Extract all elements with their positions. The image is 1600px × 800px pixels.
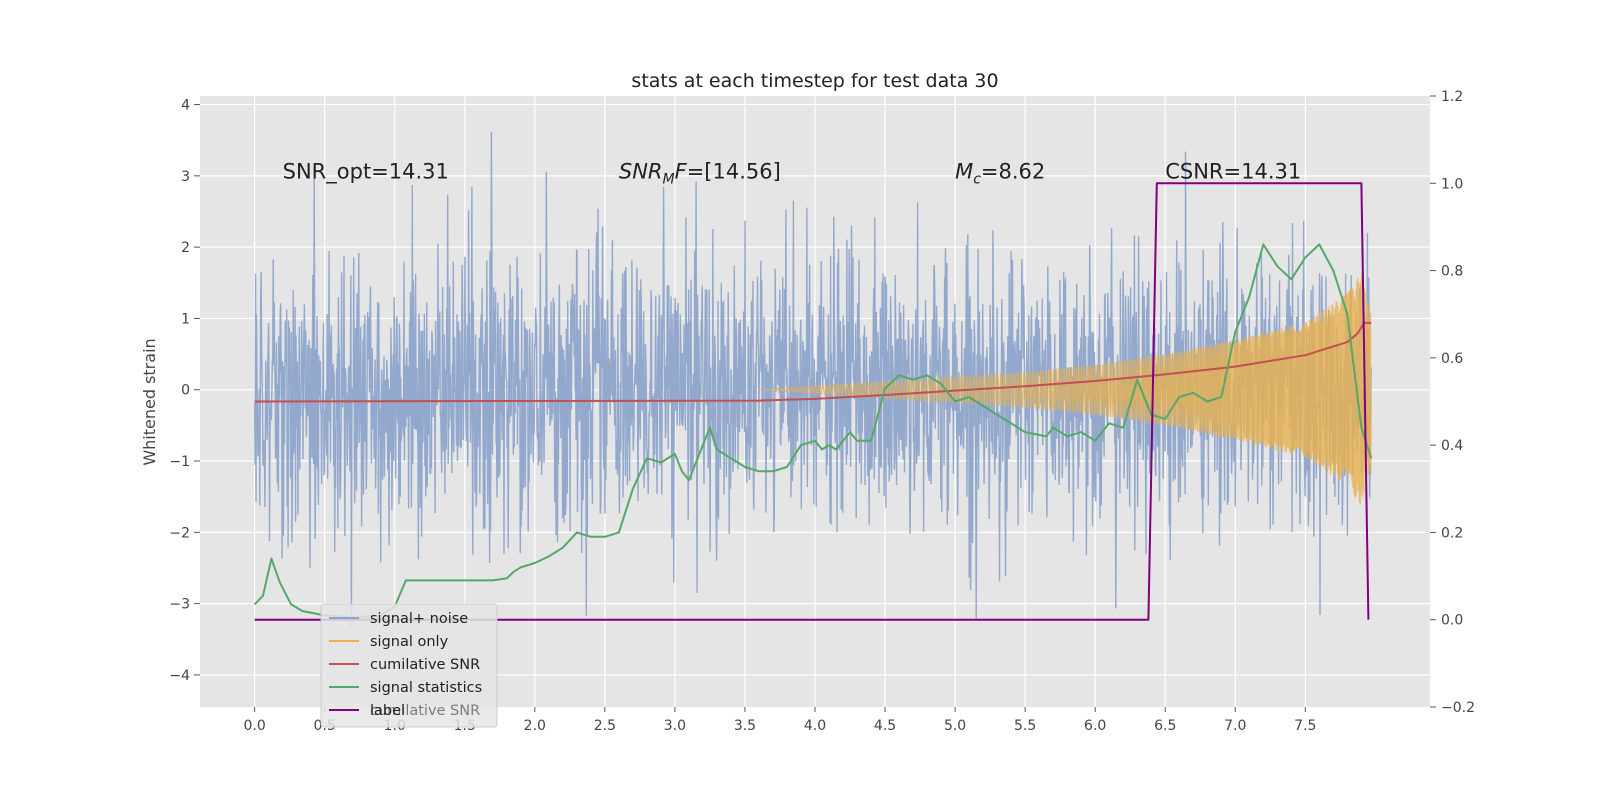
series-cumulative-snr <box>254 321 1372 403</box>
y2-tick-label: 0.6 <box>1441 351 1463 367</box>
legend: signal+ noise signal only cumilative SNR si… <box>320 603 498 728</box>
y-axis-label: Whitened strain <box>140 338 159 465</box>
x-tick-label: 4.5 <box>874 718 896 734</box>
annotation-layer: SNR_opt=14.31 SNRMF=[14.56] Mc=8.62 CSNR=14… <box>283 160 1302 188</box>
x-tick-label: 4.0 <box>804 718 826 734</box>
y-tick-label: 3 <box>181 169 190 185</box>
series-signal-statistics <box>253 243 1373 619</box>
legend-label: signal+ noise <box>370 611 468 627</box>
x-tick-label: 3.5 <box>734 718 756 734</box>
y2-tick-label: 1.0 <box>1441 176 1463 192</box>
x-tick-label: 0.0 <box>244 718 266 734</box>
legend-label: cumilative SNR <box>370 657 480 673</box>
y2-tick-label: 0.4 <box>1441 438 1463 454</box>
y-tick-label: 1 <box>181 311 190 327</box>
legend-overlap-label: cumilative SNR <box>370 703 480 719</box>
y2-tick-label: 0.2 <box>1441 525 1463 541</box>
chart-title: stats at each timestep for test data 30 <box>631 70 998 92</box>
y-tick-label: −2 <box>169 525 190 541</box>
x-tick-label: 7.5 <box>1294 718 1316 734</box>
legend-label: label <box>370 703 405 719</box>
legend-box <box>320 603 498 728</box>
x-tick-label: 5.0 <box>944 718 966 734</box>
series-signal-only <box>759 273 1372 505</box>
y-tick-label: 4 <box>181 98 190 114</box>
annotation-chirp-mass: Mc=8.62 <box>955 160 1045 188</box>
x-tick-label: 6.5 <box>1154 718 1176 734</box>
x-tick-label: 2.5 <box>594 718 616 734</box>
x-tick-label: 2.0 <box>524 718 546 734</box>
y-tick-label: −3 <box>169 597 190 613</box>
annotation-snr-mf: SNRMF=[14.56] <box>619 160 781 188</box>
y-tick-label: −1 <box>169 454 190 470</box>
series-label <box>254 182 1370 621</box>
x-tick-label: 5.5 <box>1014 718 1036 734</box>
y-tick-label: 2 <box>181 240 190 256</box>
y-tick-label: −4 <box>169 668 190 684</box>
y2-tick-label: 0.0 <box>1441 613 1463 629</box>
y-tick-label: 0 <box>181 383 190 399</box>
y2-tick-label: 1.2 <box>1441 89 1463 105</box>
legend-label: signal only <box>370 634 449 650</box>
x-tick-label: 7.0 <box>1224 718 1246 734</box>
annotation-csnr: CSNR=14.31 <box>1165 160 1301 184</box>
y2-tick-label: 0.8 <box>1441 264 1463 280</box>
x-tick-label: 6.0 <box>1084 718 1106 734</box>
y2-tick-label: −0.2 <box>1441 700 1475 716</box>
series-layer <box>253 131 1373 628</box>
axis-layer: 0.00.51.01.52.02.53.03.54.04.55.05.56.06… <box>169 89 1475 734</box>
legend-label: signal statistics <box>370 680 482 696</box>
annotation-snr-opt: SNR_opt=14.31 <box>283 160 449 185</box>
series-signal-noise <box>253 131 1372 628</box>
x-tick-label: 3.0 <box>664 718 686 734</box>
